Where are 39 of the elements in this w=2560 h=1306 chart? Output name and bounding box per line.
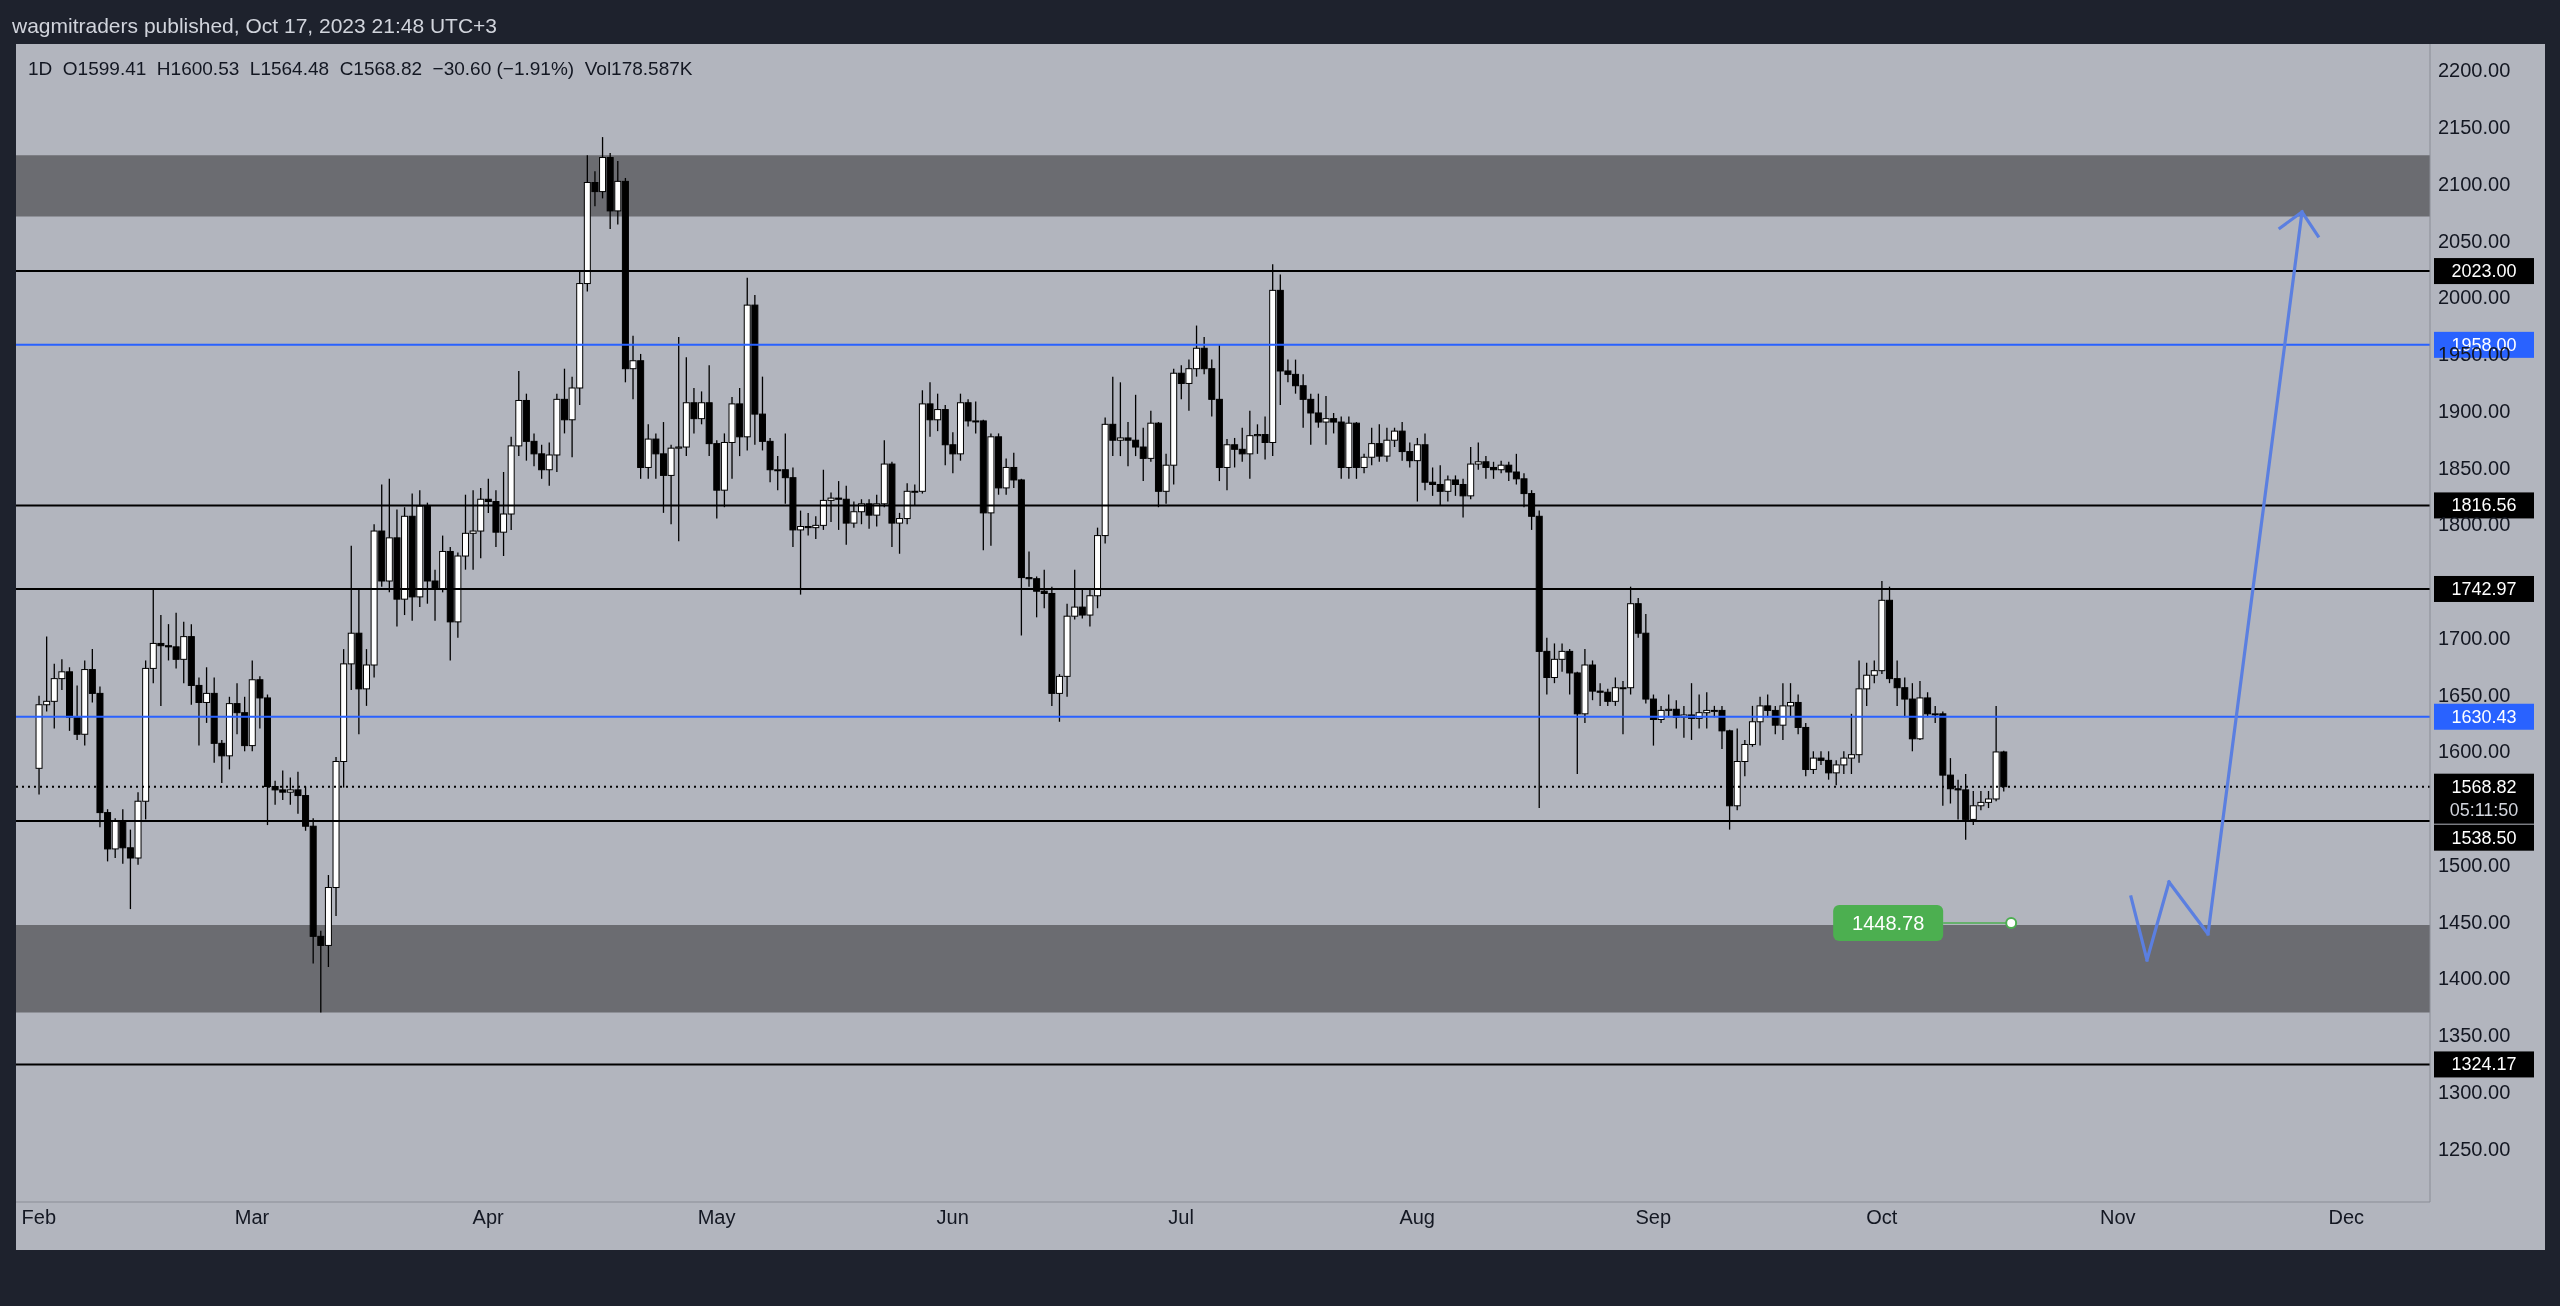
y-tick-label: 1500.00 (2438, 853, 2511, 876)
text: 05:11:50 (2449, 799, 2519, 820)
x-tick-label: Apr (472, 1206, 505, 1229)
y-tick-label: 1350.00 (2438, 1024, 2511, 1047)
ref-line-label: 1568.82 (2451, 776, 2517, 797)
ref-line-label: 1816.56 (2451, 495, 2517, 516)
annotation: 1448.78 (1852, 911, 1925, 934)
y-tick-label: 2000.00 (2438, 286, 2511, 309)
x-tick-label: Aug (1399, 1206, 1435, 1229)
chart-subtitle: wagmitraders published, Oct 17, 2023 21:48 UTC+3 (12, 14, 498, 38)
x-tick-label: May (697, 1206, 736, 1229)
text: 1D O1599.41 H1600.53 L1564.48 C1568.82 −30.60 (−1.91%) Vol178.587K (28, 58, 693, 80)
y-tick-label: 1900.00 (2438, 399, 2511, 422)
ref-line-label: 1538.50 (2451, 827, 2517, 848)
x-tick-label: Feb (21, 1206, 57, 1229)
y-tick-label: 1850.00 (2438, 456, 2511, 479)
y-tick-label: 1800.00 (2438, 513, 2511, 536)
y-tick-label: 1600.00 (2438, 740, 2511, 763)
ref-line-label: 1630.43 (2451, 706, 2517, 727)
ref-line-label: 1324.17 (2451, 1054, 2517, 1075)
x-tick-label: Oct (1866, 1206, 1898, 1229)
y-tick-label: 2100.00 (2438, 172, 2511, 195)
x-tick-label: Jul (1168, 1206, 1194, 1229)
x-tick-label: Mar (234, 1206, 270, 1229)
x-tick-label: Nov (2099, 1206, 2136, 1229)
y-tick-label: 1250.00 (2438, 1137, 2511, 1160)
x-tick-label: Jun (936, 1206, 969, 1229)
y-tick-label: 2050.00 (2438, 229, 2511, 252)
x-tick-label: Sep (1635, 1206, 1672, 1229)
y-tick-label: 2150.00 (2438, 115, 2511, 138)
x-tick-label: Dec (2328, 1206, 2365, 1229)
y-tick-label: 1300.00 (2438, 1080, 2511, 1103)
ref-line-label: 2023.00 (2451, 261, 2517, 282)
y-tick-label: 1650.00 (2438, 683, 2511, 706)
ref-line-label: 1742.97 (2451, 578, 2517, 599)
y-tick-label: 1450.00 (2438, 910, 2511, 933)
y-tick-label: 1700.00 (2438, 626, 2511, 649)
y-tick-label: 1400.00 (2438, 967, 2511, 990)
y-tick-label: 2200.00 (2438, 59, 2511, 82)
